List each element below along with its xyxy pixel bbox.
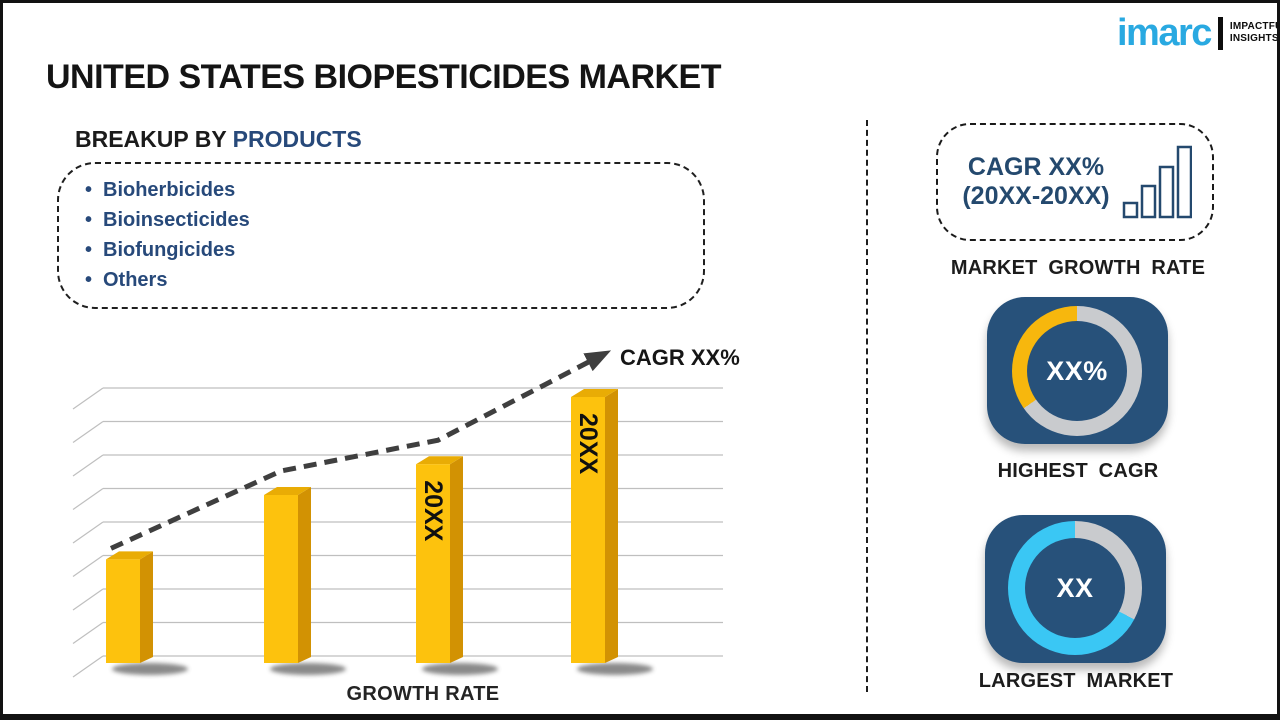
highest-cagr-label: HIGHEST CAGR <box>997 460 1159 482</box>
product-item: Bioinsecticides <box>81 205 703 235</box>
highest-cagr-value: XX% <box>1027 321 1127 421</box>
bar-chart-canvas: 20XX 20XX <box>72 350 723 678</box>
imarc-logo-wordmark: imarc <box>1117 12 1212 54</box>
cagr-summary-line2: (20XX-20XX) <box>962 182 1110 210</box>
bar-label: 20XX <box>574 413 602 474</box>
trend-cagr-label: CAGR XX% <box>620 345 740 370</box>
cagr-summary-line1: CAGR XX% <box>967 153 1105 181</box>
largest-market-tile: XX <box>985 515 1166 663</box>
largest-market-value: XX <box>1025 538 1125 638</box>
market-growth-rate-label: MARKET GROWTH RATE <box>950 257 1206 279</box>
highest-cagr-donut-chart: XX% <box>1012 306 1142 436</box>
product-item: Bioherbicides <box>81 175 703 205</box>
logo-tagline-line2: INSIGHTS <box>1229 33 1279 44</box>
cagr-summary-text: CAGR XX% (20XX-20XX) <box>962 153 1110 211</box>
breakup-heading: BREAKUP BY PRODUCTS <box>75 126 362 153</box>
breakup-heading-prefix: BREAKUP BY <box>75 126 233 152</box>
logo-tagline: IMPACTFUL INSIGHTS <box>1229 20 1279 46</box>
breakup-heading-highlight: PRODUCTS <box>232 126 362 152</box>
product-item: Biofungicides <box>81 235 703 265</box>
chart-x-axis-label: GROWTH RATE <box>346 683 500 705</box>
ascending-bars-icon <box>1122 145 1192 219</box>
highest-cagr-tile: XX% <box>987 297 1168 444</box>
largest-market-donut-chart: XX <box>1008 521 1142 655</box>
product-list: BioherbicidesBioinsecticidesBiofungicide… <box>81 175 703 295</box>
largest-market-label: LARGEST MARKET <box>978 670 1174 692</box>
page-title: UNITED STATES BIOPESTICIDES MARKET <box>46 58 722 96</box>
cagr-summary-box: CAGR XX% (20XX-20XX) <box>936 123 1214 241</box>
imarc-logo: imarc IMPACTFUL INSIGHTS <box>1117 12 1279 54</box>
bar-label: 20XX <box>419 480 447 541</box>
section-divider <box>866 120 868 692</box>
growth-rate-chart: 20XX 20XX CAGR XX% GROWTH RATE <box>43 338 743 714</box>
logo-divider-bar <box>1217 16 1223 50</box>
product-item: Others <box>81 265 703 295</box>
logo-tagline-line1: IMPACTFUL <box>1229 20 1277 32</box>
products-box: BioherbicidesBioinsecticidesBiofungicide… <box>57 162 705 309</box>
